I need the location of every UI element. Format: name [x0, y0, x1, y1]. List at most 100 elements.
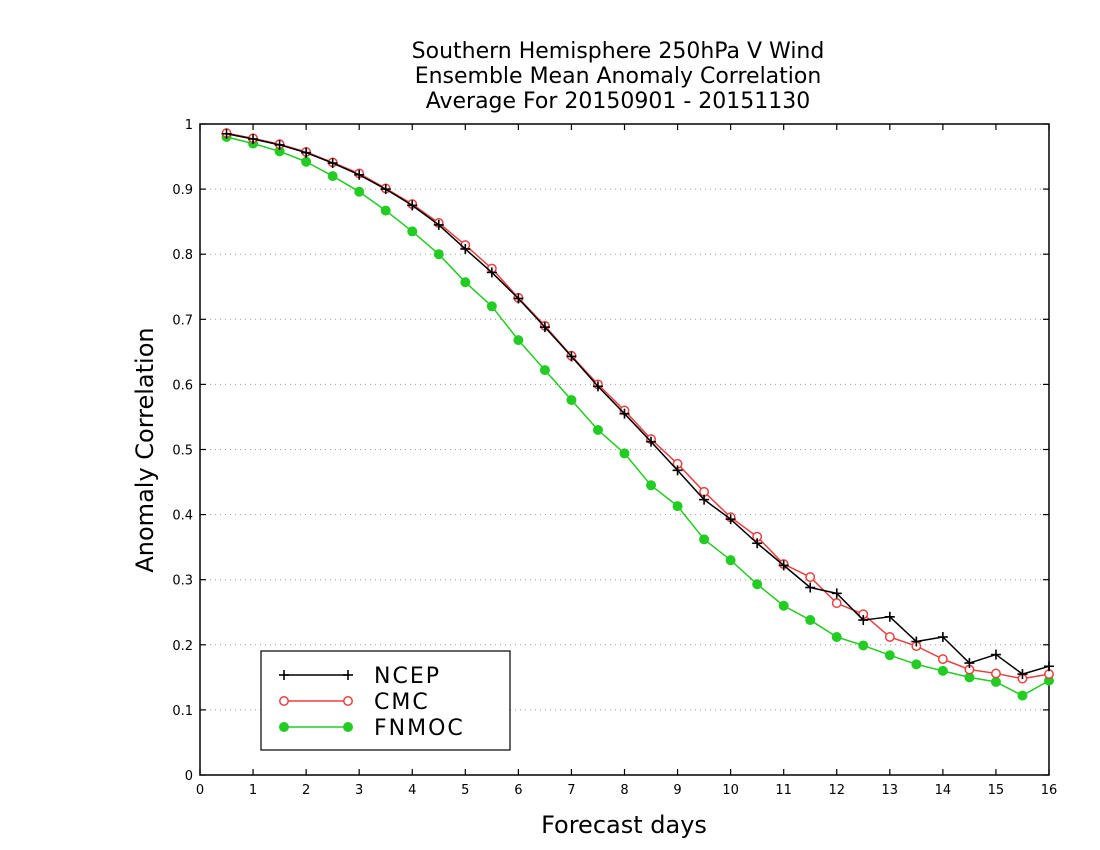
- x-tick-label: 10: [722, 783, 739, 798]
- data-point: [752, 579, 763, 590]
- data-point: [592, 381, 603, 392]
- legend-item-cmc: CMC: [279, 690, 430, 715]
- x-tick-label: 9: [673, 783, 681, 798]
- data-point: [884, 611, 895, 622]
- series-ncep: [221, 128, 1054, 680]
- data-point: [566, 351, 577, 362]
- data-point: [1044, 661, 1054, 672]
- x-tick-label: 16: [1041, 783, 1058, 798]
- data-point: [279, 696, 289, 706]
- data-point: [911, 636, 922, 647]
- data-point: [301, 147, 312, 158]
- data-point: [858, 640, 869, 651]
- y-axis-ticks: 0 0.1 0.2 0.3 0.4 0.5 0.6 0.7 0.8 0.9 1: [172, 118, 1049, 784]
- data-point: [539, 322, 550, 333]
- data-point: [1017, 690, 1028, 701]
- x-tick-label: 0: [196, 783, 204, 798]
- data-point: [805, 582, 816, 593]
- data-point: [380, 184, 391, 195]
- data-point: [486, 301, 497, 312]
- data-point: [884, 632, 895, 642]
- data-point: [937, 654, 948, 665]
- x-tick-label: 12: [828, 783, 845, 798]
- data-point: [672, 501, 683, 512]
- data-point: [937, 631, 948, 642]
- data-point: [354, 169, 365, 180]
- series-cmc: [221, 128, 1054, 684]
- data-point: [752, 538, 763, 549]
- data-point: [884, 650, 895, 661]
- y-tick-label: 0.7: [172, 313, 193, 328]
- data-point: [221, 128, 232, 139]
- data-point: [619, 408, 630, 419]
- y-tick-label: 0.6: [172, 378, 193, 393]
- data-point: [699, 494, 710, 505]
- data-point: [831, 598, 842, 609]
- data-point: [274, 139, 285, 150]
- data-point: [805, 572, 816, 583]
- series-line: [226, 136, 1050, 697]
- data-point: [327, 171, 338, 182]
- x-tick-label: 8: [620, 783, 628, 798]
- data-point: [460, 243, 471, 254]
- legend-label: FNMOC: [374, 716, 465, 741]
- data-point: [513, 335, 524, 346]
- data-point: [407, 226, 418, 237]
- series-fnmoc: [221, 132, 1054, 701]
- y-tick-label: 0.3: [172, 574, 193, 589]
- data-point: [354, 186, 365, 197]
- x-tick-label: 7: [567, 783, 575, 798]
- x-tick-label: 2: [302, 783, 310, 798]
- data-point: [343, 670, 353, 680]
- chart-title-line: Ensemble Mean Anomaly Correlation: [415, 64, 822, 89]
- data-point: [327, 158, 338, 169]
- data-point: [566, 395, 577, 406]
- data-point: [937, 665, 948, 676]
- data-point: [343, 696, 353, 706]
- data-point: [778, 600, 789, 611]
- x-axis-label: Forecast days: [541, 811, 707, 839]
- y-tick-label: 0.5: [172, 444, 193, 459]
- chart-title-line: Southern Hemisphere 250hPa V Wind: [412, 39, 825, 64]
- data-point: [672, 465, 683, 476]
- legend-item-ncep: NCEP: [279, 664, 439, 689]
- x-axis-ticks: 0 1 2 3 4 5 6 7 8 9 10 11 12 13 14 15 16: [196, 124, 1057, 798]
- data-point: [380, 205, 391, 216]
- x-tick-label: 3: [355, 783, 363, 798]
- legend-label: CMC: [374, 690, 430, 715]
- data-point: [433, 249, 444, 260]
- x-tick-label: 6: [514, 783, 522, 798]
- data-point: [279, 722, 289, 732]
- y-tick-label: 0.8: [172, 248, 193, 263]
- x-tick-label: 4: [408, 783, 416, 798]
- data-point: [343, 722, 353, 732]
- data-point: [1017, 669, 1028, 680]
- y-tick-label: 0.9: [172, 183, 193, 198]
- x-tick-label: 5: [461, 783, 469, 798]
- data-point: [911, 659, 922, 670]
- data-point: [725, 514, 736, 525]
- series-line: [226, 132, 1050, 680]
- series-lines: [221, 128, 1054, 701]
- y-tick-label: 0: [185, 769, 193, 784]
- data-point: [699, 534, 710, 545]
- data-point: [619, 448, 630, 459]
- chart-title: Southern Hemisphere 250hPa V WindEnsembl…: [412, 39, 825, 114]
- data-point: [486, 267, 497, 278]
- data-point: [513, 293, 524, 304]
- x-tick-label: 15: [988, 783, 1005, 798]
- data-point: [805, 615, 816, 626]
- x-tick-label: 14: [935, 783, 952, 798]
- data-point: [407, 200, 418, 211]
- data-point: [990, 649, 1001, 660]
- data-point: [831, 588, 842, 599]
- chart-title-line: Average For 20150901 - 20151130: [426, 89, 811, 114]
- data-point: [646, 480, 657, 491]
- data-point: [279, 670, 289, 680]
- data-point: [592, 424, 603, 435]
- data-point: [539, 365, 550, 376]
- x-tick-label: 1: [249, 783, 257, 798]
- data-point: [964, 658, 975, 669]
